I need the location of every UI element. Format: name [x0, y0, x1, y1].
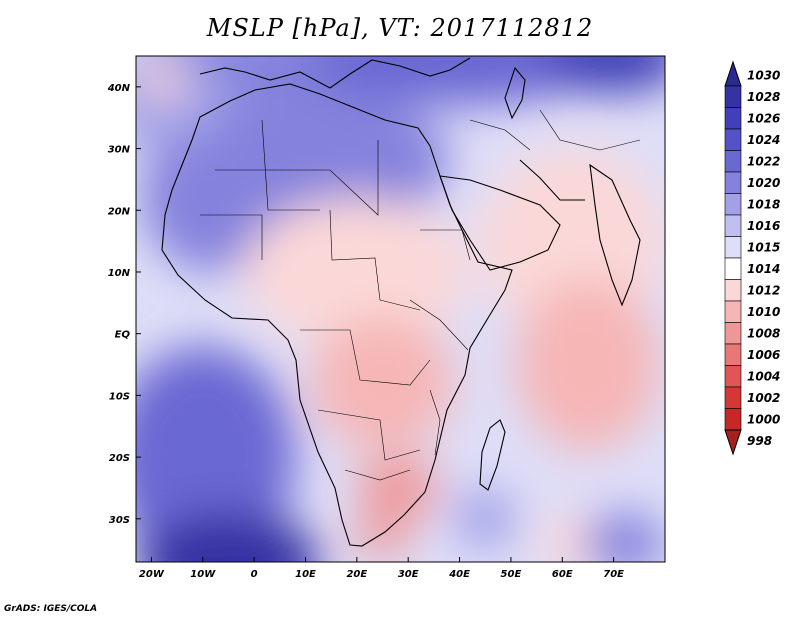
pressure-blob-12: [351, 518, 414, 556]
colorbar-label: 998: [747, 434, 772, 448]
lon-tick-label: 20W: [139, 569, 165, 580]
colorbar-label: 1008: [747, 326, 780, 340]
map-title: MSLP [hPa], VT: 2017112812: [206, 14, 594, 42]
colorbar-label: 1000: [747, 412, 780, 426]
latitude-axis: 40N 30N 20N 10N EQ 10S 20S 30S: [107, 83, 141, 526]
lon-tick-label: 10W: [190, 569, 216, 580]
lat-tick-label: 10N: [108, 268, 131, 279]
lat-tick-label: EQ: [115, 330, 131, 341]
pressure-map: [136, 56, 665, 562]
colorbar-swatch: [724, 150, 742, 173]
colorbar-label: 1010: [747, 305, 780, 319]
colorbar-swatch: [724, 171, 742, 194]
colorbar-top-arrow: [724, 60, 742, 87]
pressure-blob-7: [243, 197, 470, 347]
lon-tick-label: 50E: [501, 569, 522, 580]
lon-tick-label: 10E: [295, 569, 316, 580]
lat-tick-label: 40N: [107, 83, 131, 94]
colorbar-swatch: [724, 128, 742, 151]
pressure-blob-14: [136, 512, 321, 562]
lon-tick-label: 30E: [398, 569, 419, 580]
colorbar-swatch: [724, 279, 742, 302]
pressure-blob-1: [305, 56, 614, 106]
lat-tick-label: 10S: [109, 391, 130, 402]
colorbar-bottom-arrow: [724, 429, 742, 456]
colorbar-swatch: [724, 214, 742, 237]
colorbar-swatch: [724, 343, 742, 366]
colorbar-swatch: [724, 85, 742, 108]
longitude-axis: 20W 10W 0 10E 20E 30E 40E 50E 60E 70E: [139, 557, 624, 580]
lon-tick-label: 20E: [346, 569, 367, 580]
colorbar-swatch: [724, 236, 742, 259]
colorbar-label: 1004: [747, 369, 780, 383]
colorbar-label: 1018: [747, 197, 780, 211]
colorbar-swatch: [724, 257, 742, 280]
pressure-blob-4: [141, 123, 285, 272]
colorbar-label: 1006: [747, 348, 780, 362]
colorbar-swatch: [724, 193, 742, 216]
country-borders: [200, 109, 641, 481]
colorbar-swatch: [724, 365, 742, 388]
coastlines: [161, 57, 641, 547]
pressure-blob-2: [541, 56, 665, 94]
colorbar-swatch: [724, 408, 742, 431]
lon-tick-label: 0: [251, 569, 258, 580]
pressure-blob-11: [356, 457, 440, 519]
pressure-blob-10: [516, 278, 660, 451]
colorbar-label: 1002: [747, 391, 780, 405]
colorbar-swatch: [724, 386, 742, 409]
colorbar-label: 1028: [747, 90, 780, 104]
colorbar-label: 1016: [747, 219, 780, 233]
lat-tick-label: 30N: [108, 145, 131, 156]
credit-text: GrADS: IGES/COLA: [4, 604, 98, 614]
colorbar-swatch: [724, 322, 742, 345]
colorbar-label: 1022: [747, 154, 780, 168]
pressure-blob-15: [454, 487, 517, 550]
colorbar: 1030 1028 1026 1024 1022 1020 1018 1016 1015 1014…: [724, 60, 780, 456]
pressure-blob-6: [136, 62, 188, 100]
colorbar-label: 1030: [747, 68, 780, 82]
lon-tick-label: 60E: [552, 569, 573, 580]
colorbar-label: 1024: [747, 133, 780, 147]
colorbar-swatch: [724, 107, 742, 130]
colorbar-label: 1012: [747, 283, 780, 297]
pressure-blob-13: [136, 346, 296, 562]
lon-tick-label: 70E: [603, 569, 624, 580]
pressure-blob-17: [582, 512, 665, 562]
lat-tick-label: 20S: [109, 453, 130, 464]
lon-tick-label: 40E: [448, 569, 470, 580]
colorbar-swatch: [724, 300, 742, 323]
plot-frame: [135, 55, 666, 563]
pressure-blob-9: [310, 315, 455, 451]
lat-tick-label: 20N: [108, 206, 131, 217]
lat-tick-label: 30S: [109, 515, 130, 526]
colorbar-label: 1015: [747, 240, 780, 254]
colorbar-label: 1014: [747, 262, 780, 276]
colorbar-label: 1020: [747, 176, 780, 190]
colorbar-label: 1026: [747, 111, 780, 125]
